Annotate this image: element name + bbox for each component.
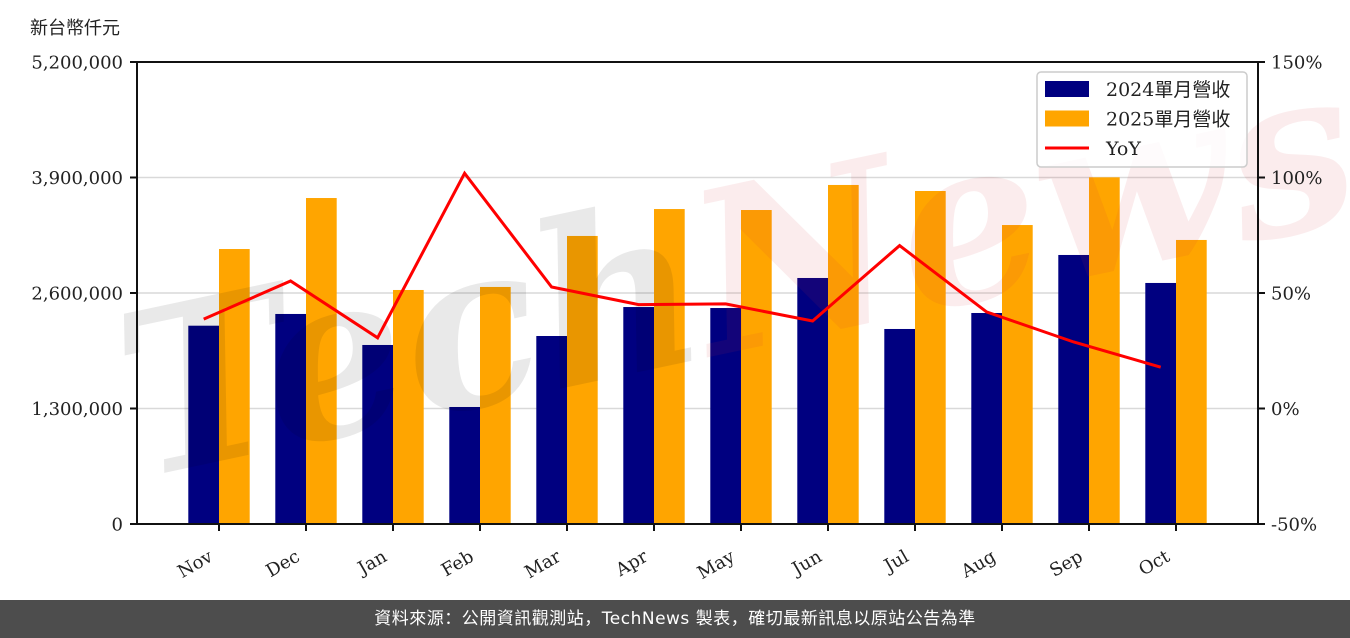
bar-2024-feb (449, 406, 480, 524)
y-tick-label: 2,600,000 (31, 284, 123, 305)
y2-tick-label: 50% (1271, 284, 1311, 305)
y-tick-label: 3,900,000 (31, 168, 123, 189)
bar-2024-dec (275, 313, 306, 524)
bar-2024-mar (536, 336, 567, 524)
x-tick-label-apr: Apr (611, 546, 651, 581)
y2-tick-label: 100% (1271, 168, 1322, 189)
bar-2025-jun (828, 184, 859, 524)
bar-2025-aug (1002, 225, 1033, 524)
x-tick-label-sep: Sep (1046, 546, 1086, 581)
y2-tick-label: 0% (1271, 399, 1300, 420)
bar-2024-apr (623, 307, 654, 524)
bar-2024-jul (884, 328, 915, 524)
x-tick-label-aug: Aug (957, 546, 1000, 583)
source-text: 資料來源：公開資訊觀測站，TechNews 製表，確切最新訊息以原站公告為準 (374, 609, 976, 629)
x-tick-label-jun: Jun (787, 546, 826, 581)
bar-2024-oct (1145, 282, 1176, 524)
legend-label: YoY (1105, 138, 1141, 160)
legend-box (1036, 71, 1248, 168)
x-tick-label-dec: Dec (263, 546, 304, 582)
bar-2025-jan (393, 289, 424, 524)
legend-swatch (1045, 81, 1089, 97)
bar-2025-may (741, 210, 772, 524)
legend-label: 2025單月營收 (1106, 109, 1230, 131)
bar-2025-nov (219, 249, 250, 524)
y2-tick-label: -50% (1271, 515, 1317, 536)
x-tick-label-may: May (694, 546, 739, 584)
legend-swatch (1045, 110, 1089, 127)
bar-2025-dec (306, 198, 337, 524)
y-tick-label: 1,300,000 (31, 399, 123, 420)
yoy-line (203, 170, 1162, 369)
x-tick-label-feb: Feb (438, 546, 478, 581)
bar-2025-oct (1176, 239, 1207, 524)
bar-2024-aug (971, 312, 1002, 524)
bar-2025-jul (915, 191, 946, 524)
x-tick-label-nov: Nov (174, 546, 217, 583)
y-tick-label: 5,200,000 (31, 53, 123, 74)
yoy-line-series (203, 170, 1162, 369)
legend: 2024單月營收 2025單月營收 YoY (1036, 71, 1248, 168)
x-tick-label-jan: Jan (353, 546, 391, 580)
legend-label: 2024單月營收 (1106, 79, 1230, 101)
y-tick-label: 0 (112, 515, 123, 536)
bar-2025-mar (567, 235, 598, 525)
x-tick-label-jul: Jul (879, 546, 913, 578)
bar-series (188, 177, 1207, 525)
y-axis-unit-label: 新台幣仟元 (30, 18, 120, 39)
bar-2025-apr (654, 209, 685, 524)
y2-tick-label: 150% (1271, 53, 1322, 74)
x-tick-label-oct: Oct (1135, 546, 1174, 581)
x-tick-label-mar: Mar (521, 546, 565, 583)
revenue-chart: 新台幣仟元 TechNews 01,300,0002,600,0003,900,… (30, 12, 1350, 584)
bar-2025-feb (480, 286, 511, 524)
bar-2024-may (710, 308, 741, 524)
bar-2024-nov (188, 325, 219, 524)
bar-2024-jan (362, 344, 393, 524)
source-footer: 資料來源：公開資訊觀測站，TechNews 製表，確切最新訊息以原站公告為準 (0, 600, 1350, 638)
bar-2024-sep (1058, 254, 1089, 524)
